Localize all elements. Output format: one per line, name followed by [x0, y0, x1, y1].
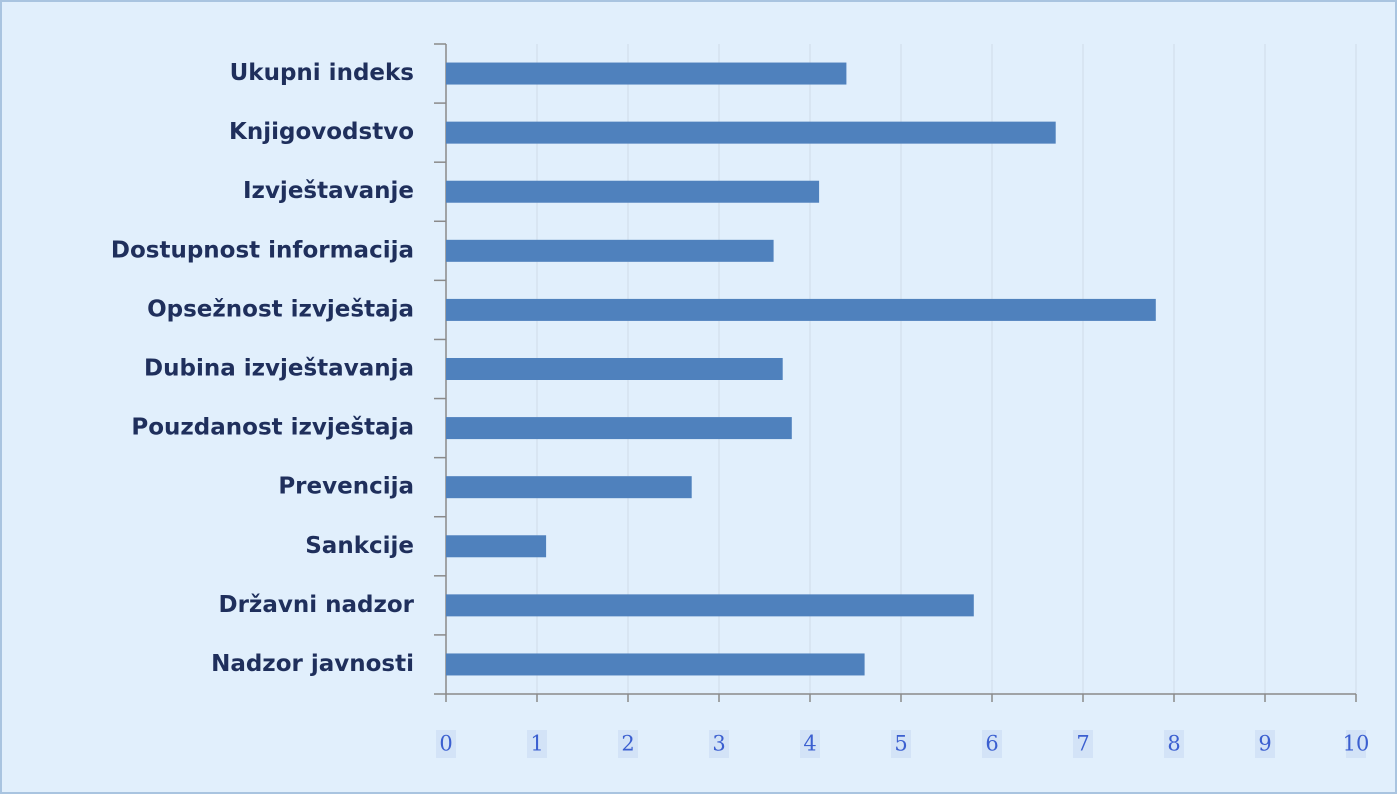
y-tick-label: Dostupnost informacija	[111, 237, 414, 263]
bar	[446, 417, 792, 440]
bar	[446, 121, 1056, 144]
y-tick-label: Izvještavanje	[243, 178, 414, 204]
x-tick-label-bg	[891, 730, 911, 758]
x-tick-label: 3	[712, 732, 725, 756]
y-tick-label: Pouzdanost izvještaja	[131, 415, 414, 441]
y-tick-label: Sankcije	[305, 533, 414, 559]
x-tick-label-bg	[1164, 730, 1184, 758]
y-tick-label: Opsežnost izvještaja	[147, 296, 414, 322]
x-tick-label-bg	[527, 730, 547, 758]
bar	[446, 535, 547, 558]
x-tick-label: 9	[1258, 732, 1271, 756]
x-tick-label-bg	[800, 730, 820, 758]
y-tick-label: Ukupni indeks	[230, 60, 414, 86]
x-tick-label: 0	[439, 732, 452, 756]
x-tick-label-bg	[1346, 730, 1366, 758]
x-tick-label: 4	[803, 732, 816, 756]
y-tick-label: Nadzor javnosti	[211, 651, 414, 677]
x-tick-label: 6	[985, 732, 998, 756]
x-tick-label-bg	[709, 730, 729, 758]
x-tick-label-bg	[1073, 730, 1093, 758]
bar	[446, 358, 783, 380]
x-tick-label-bg	[982, 730, 1002, 758]
x-tick-label-bg	[618, 730, 638, 758]
x-tick-label: 10	[1343, 732, 1370, 756]
y-tick-label: Dubina izvještavanja	[144, 356, 414, 382]
x-tick-label-bg	[1255, 730, 1275, 758]
y-tick-label: Prevencija	[278, 474, 414, 500]
x-tick-label: 1	[530, 732, 543, 756]
x-tick-label: 7	[1076, 732, 1089, 756]
y-tick-label: Knjigovodstvo	[229, 119, 414, 145]
bar	[446, 653, 865, 676]
x-tick-label: 8	[1167, 732, 1180, 756]
bar	[446, 594, 974, 617]
bar	[446, 298, 1156, 321]
x-tick-label-bg	[436, 730, 456, 758]
bar	[446, 62, 847, 85]
bar	[446, 180, 820, 203]
x-tick-label: 2	[621, 732, 634, 756]
bar	[446, 476, 692, 499]
x-tick-label: 5	[894, 732, 907, 756]
y-tick-label: Državni nadzor	[219, 592, 415, 618]
bar	[446, 239, 774, 262]
